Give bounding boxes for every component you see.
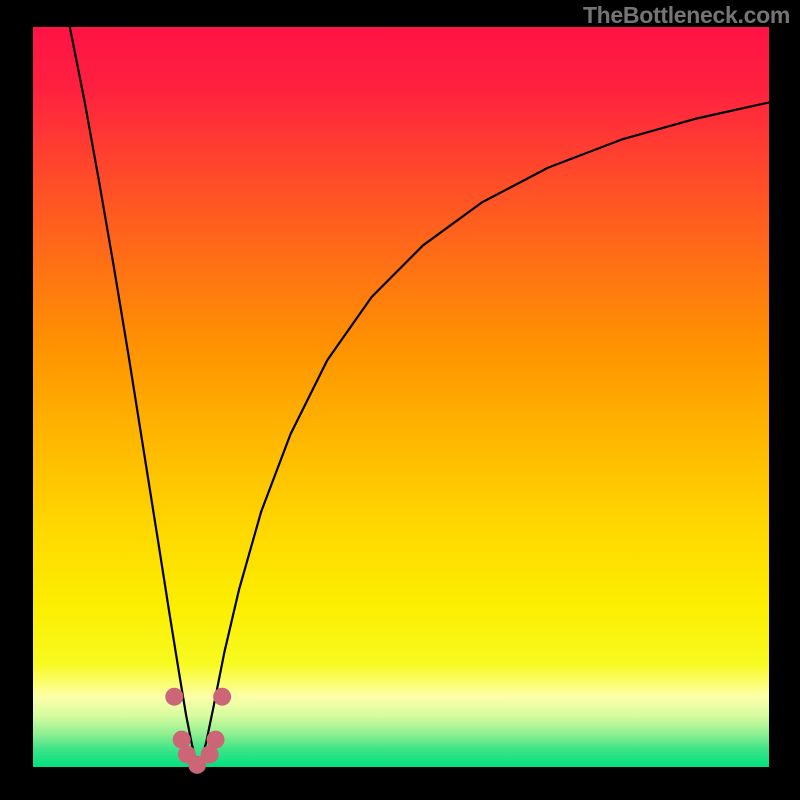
bottleneck-chart <box>0 0 800 800</box>
highlight-dot <box>165 688 183 706</box>
highlight-dot <box>207 731 225 749</box>
watermark-text: TheBottleneck.com <box>583 2 790 29</box>
gradient-background <box>33 27 769 767</box>
highlight-dot <box>213 688 231 706</box>
